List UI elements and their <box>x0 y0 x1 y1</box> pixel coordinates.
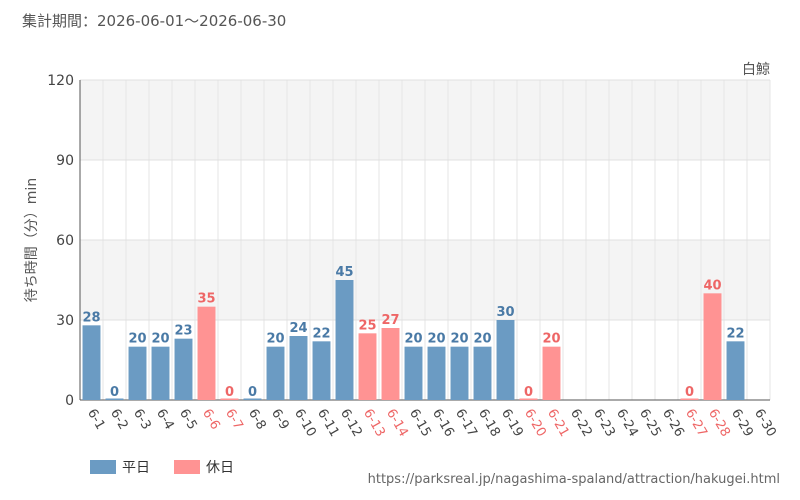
period-label: 集計期間：2026-06-01～2026-06-30 <box>22 12 287 30</box>
x-tick-label: 6-7 <box>222 407 246 433</box>
source-url: https://parksreal.jp/nagashima-spaland/a… <box>367 472 780 487</box>
bar <box>289 336 308 400</box>
x-tick-label: 6-11 <box>314 407 342 440</box>
bar-value-label: 20 <box>542 332 560 347</box>
x-tick-label: 6-24 <box>613 407 641 440</box>
bar-value-label: 0 <box>110 385 119 400</box>
x-tick-label: 6-2 <box>107 407 131 433</box>
bar-value-label: 20 <box>266 332 284 347</box>
bar-value-label: 20 <box>151 332 169 347</box>
bar-value-label: 0 <box>524 385 533 400</box>
bar <box>381 328 400 400</box>
legend-label-holiday: 休日 <box>206 460 234 476</box>
bar <box>358 333 377 400</box>
bar-value-label: 20 <box>450 332 468 347</box>
x-tick-label: 6-8 <box>245 407 269 433</box>
x-tick-label: 6-18 <box>475 407 503 440</box>
bar-value-label: 22 <box>726 326 744 341</box>
bar-value-label: 30 <box>496 305 514 320</box>
x-tick-label: 6-25 <box>636 407 664 440</box>
bar <box>496 320 515 400</box>
y-tick-label: 60 <box>56 233 74 249</box>
bar-value-label: 25 <box>358 318 376 333</box>
chart-title: 白鯨 <box>742 62 770 78</box>
x-tick-label: 6-27 <box>682 407 710 440</box>
x-tick-label: 6-21 <box>544 407 572 440</box>
legend-swatch-weekday <box>90 460 116 474</box>
legend-swatch-holiday <box>174 460 200 474</box>
bar-value-label: 0 <box>225 385 234 400</box>
bar <box>197 306 216 400</box>
y-tick-label: 30 <box>56 313 74 329</box>
bar <box>151 346 170 400</box>
x-tick-label: 6-12 <box>337 407 365 440</box>
bar <box>105 398 124 400</box>
x-tick-label: 6-9 <box>268 407 292 433</box>
bar-value-label: 27 <box>381 313 399 328</box>
x-tick-label: 6-22 <box>567 407 595 440</box>
bar-value-label: 0 <box>248 385 257 400</box>
x-tick-label: 6-17 <box>452 407 480 440</box>
x-tick-label: 6-15 <box>406 407 434 440</box>
x-tick-label: 6-23 <box>590 407 618 440</box>
x-tick-label: 6-29 <box>728 407 756 440</box>
x-tick-label: 6-20 <box>521 407 549 440</box>
bar-value-label: 20 <box>427 332 445 347</box>
bar <box>404 346 423 400</box>
y-axis-label: 待ち時間（分）min <box>24 178 40 302</box>
bar <box>312 341 331 400</box>
bar-value-label: 20 <box>404 332 422 347</box>
x-tick-label: 6-4 <box>153 407 177 433</box>
x-tick-label: 6-1 <box>84 407 108 433</box>
bar-value-label: 45 <box>335 265 353 280</box>
y-tick-label: 90 <box>56 153 74 169</box>
x-tick-label: 6-13 <box>360 407 388 440</box>
bar <box>82 325 101 400</box>
bar-value-label: 24 <box>289 321 307 336</box>
x-tick-label: 6-30 <box>751 407 779 440</box>
x-tick-label: 6-19 <box>498 407 526 440</box>
bar <box>174 338 193 400</box>
x-tick-label: 6-28 <box>705 407 733 440</box>
bar <box>703 293 722 400</box>
bar <box>680 398 699 400</box>
bar <box>519 398 538 400</box>
x-tick-label: 6-5 <box>176 407 200 433</box>
bar-value-label: 40 <box>703 278 721 293</box>
bar-value-label: 20 <box>473 332 491 347</box>
bar <box>473 346 492 400</box>
x-tick-label: 6-26 <box>659 407 687 440</box>
bar <box>450 346 469 400</box>
bar <box>220 398 239 400</box>
bar-value-label: 35 <box>197 292 215 307</box>
x-tick-label: 6-3 <box>130 407 154 433</box>
bar <box>542 346 561 400</box>
bar <box>266 346 285 400</box>
legend-label-weekday: 平日 <box>122 460 150 476</box>
x-tick-label: 6-10 <box>291 407 319 440</box>
bar-value-label: 28 <box>82 310 100 325</box>
x-tick-label: 6-14 <box>383 407 411 440</box>
bar-value-label: 20 <box>128 332 146 347</box>
y-tick-label: 0 <box>65 393 74 409</box>
bar-value-label: 23 <box>174 324 192 339</box>
bar <box>128 346 147 400</box>
y-tick-label: 120 <box>47 73 74 89</box>
bar <box>243 398 262 400</box>
bar <box>726 341 745 400</box>
x-tick-label: 6-16 <box>429 407 457 440</box>
bar-value-label: 22 <box>312 326 330 341</box>
bar-value-label: 0 <box>685 385 694 400</box>
bar <box>427 346 446 400</box>
bar <box>335 280 354 400</box>
x-tick-label: 6-6 <box>199 407 223 433</box>
